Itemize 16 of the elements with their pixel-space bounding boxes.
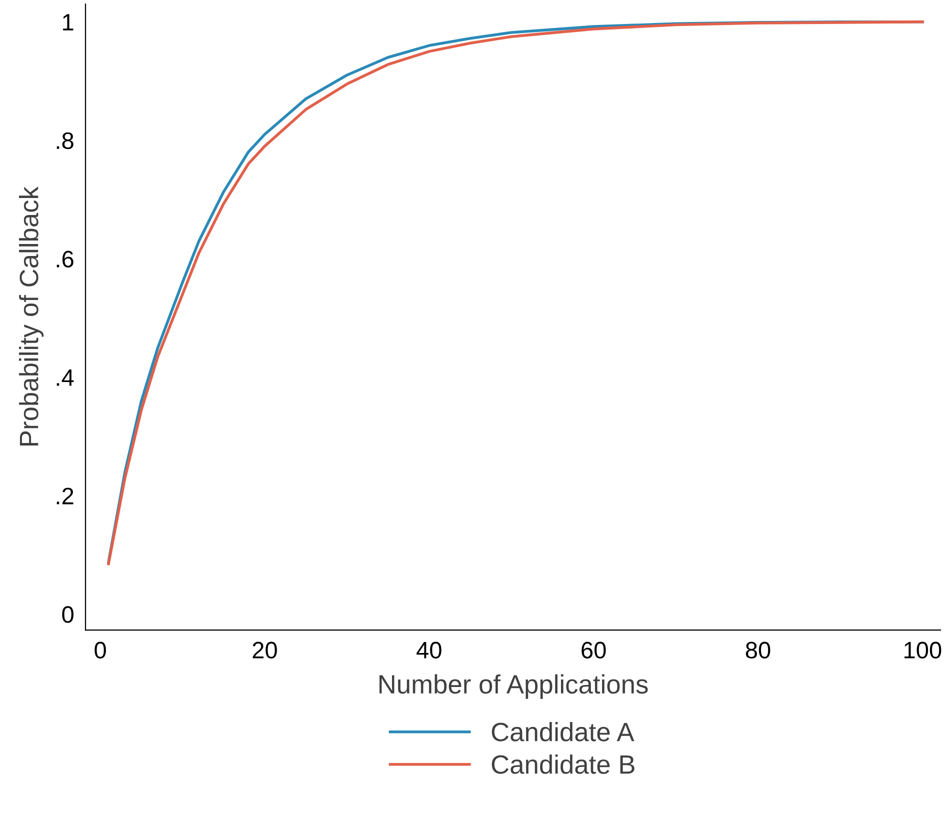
y-tick-label: .4 [56,369,74,386]
x-axis-title: Number of Applications [379,674,648,699]
x-tick-label: 80 [746,642,770,659]
y-tick-label: .6 [56,250,74,268]
y-tick-label: 1 [63,14,74,30]
legend-label: Candidate B [492,754,634,774]
x-tick-label: 60 [582,642,606,659]
x-tick-label: 20 [252,642,277,659]
x-tick-label: 0 [94,642,106,659]
y-tick-label: .8 [56,132,74,150]
x-tick-label: 40 [416,642,442,659]
y-tick-label: 0 [62,606,74,623]
y-tick-label: .2 [56,488,74,504]
legend-label: Candidate A [492,722,634,742]
x-tick-label: 100 [904,642,942,659]
y-axis-title: Probability of Callback [18,186,44,446]
